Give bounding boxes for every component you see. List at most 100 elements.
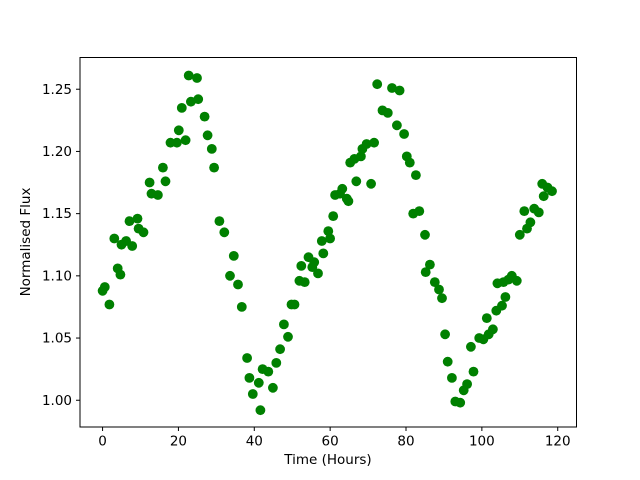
data-point — [533, 207, 544, 218]
data-point — [127, 241, 138, 251]
data-point — [173, 125, 184, 136]
data-point — [447, 373, 457, 383]
data-point — [225, 270, 235, 281]
data-point — [289, 299, 300, 310]
data-point — [356, 151, 366, 162]
y-tick-label: 1.10 — [42, 268, 72, 284]
data-point — [180, 135, 191, 146]
data-point — [233, 279, 243, 290]
data-point — [466, 341, 476, 352]
data-point — [268, 382, 278, 393]
data-point — [132, 213, 143, 224]
data-point — [382, 108, 393, 118]
data-point — [247, 389, 258, 399]
data-point — [366, 178, 376, 189]
data-point — [313, 268, 323, 279]
data-point — [158, 162, 168, 173]
data-point — [271, 358, 282, 368]
data-point — [109, 233, 120, 244]
data-point — [160, 176, 171, 187]
data-point — [399, 129, 409, 139]
data-point — [199, 111, 210, 122]
data-point — [440, 329, 450, 340]
data-point — [455, 397, 466, 408]
data-point — [236, 302, 247, 312]
data-point — [500, 292, 511, 302]
data-point — [497, 300, 507, 311]
x-tick-label: 0 — [98, 434, 107, 450]
data-point — [115, 269, 126, 280]
data-point — [124, 216, 135, 227]
plot-border — [79, 57, 577, 428]
y-tick-label: 1.15 — [42, 206, 72, 222]
x-tick-label: 100 — [469, 434, 495, 450]
data-point — [468, 366, 479, 377]
data-point — [206, 144, 217, 154]
data-point — [214, 216, 225, 227]
data-point — [328, 211, 339, 222]
data-point — [325, 233, 335, 244]
data-point — [193, 94, 204, 105]
y-tick-label: 1.05 — [42, 331, 72, 347]
x-tick-label: 60 — [322, 434, 339, 450]
data-point — [511, 275, 522, 286]
data-point — [192, 73, 202, 83]
data-point — [144, 177, 155, 188]
data-point — [394, 85, 405, 96]
data-point — [369, 137, 379, 148]
x-tick-label: 20 — [170, 434, 187, 450]
data-point — [404, 157, 415, 168]
data-point — [209, 162, 220, 173]
data-point — [283, 331, 293, 342]
y-tick-label: 1.00 — [42, 393, 72, 409]
data-point — [425, 259, 435, 270]
data-point — [242, 353, 253, 363]
data-point — [411, 170, 421, 181]
data-point — [343, 196, 354, 207]
data-point — [538, 191, 549, 202]
x-tick-label: 80 — [397, 434, 414, 450]
data-point — [519, 206, 530, 217]
data-point — [414, 206, 425, 217]
data-point — [309, 257, 320, 268]
data-point — [434, 284, 444, 295]
data-point — [387, 83, 397, 93]
data-point — [255, 405, 266, 416]
data-point — [442, 356, 453, 367]
y-tick-label: 1.20 — [42, 144, 72, 160]
data-point — [316, 236, 327, 246]
data-point — [279, 319, 289, 330]
data-point — [104, 299, 115, 310]
y-tick-label: 1.25 — [42, 82, 72, 98]
data-point — [337, 183, 348, 194]
data-point — [514, 229, 525, 240]
data-point — [176, 103, 187, 113]
x-tick-label: 40 — [246, 434, 263, 450]
data-point — [138, 227, 149, 238]
data-point — [99, 282, 110, 292]
data-point — [318, 248, 329, 259]
data-point — [263, 366, 274, 377]
x-axis-label: Time (Hours) — [284, 452, 372, 468]
data-point — [488, 324, 498, 335]
data-point — [420, 229, 430, 240]
data-point — [183, 70, 194, 81]
data-point — [299, 277, 310, 287]
data-point — [462, 379, 472, 389]
data-point — [361, 139, 372, 149]
data-point — [525, 217, 536, 228]
data-point — [244, 373, 255, 383]
data-point — [420, 267, 431, 277]
data-point — [153, 190, 163, 200]
data-point — [481, 313, 492, 323]
data-point — [228, 251, 239, 261]
data-point — [372, 79, 383, 90]
data-point — [437, 293, 447, 304]
data-point — [392, 120, 402, 131]
data-point — [253, 377, 264, 388]
y-axis-label: Normalised Flux — [18, 187, 34, 297]
data-point — [429, 277, 440, 287]
x-tick-label: 120 — [545, 434, 571, 450]
